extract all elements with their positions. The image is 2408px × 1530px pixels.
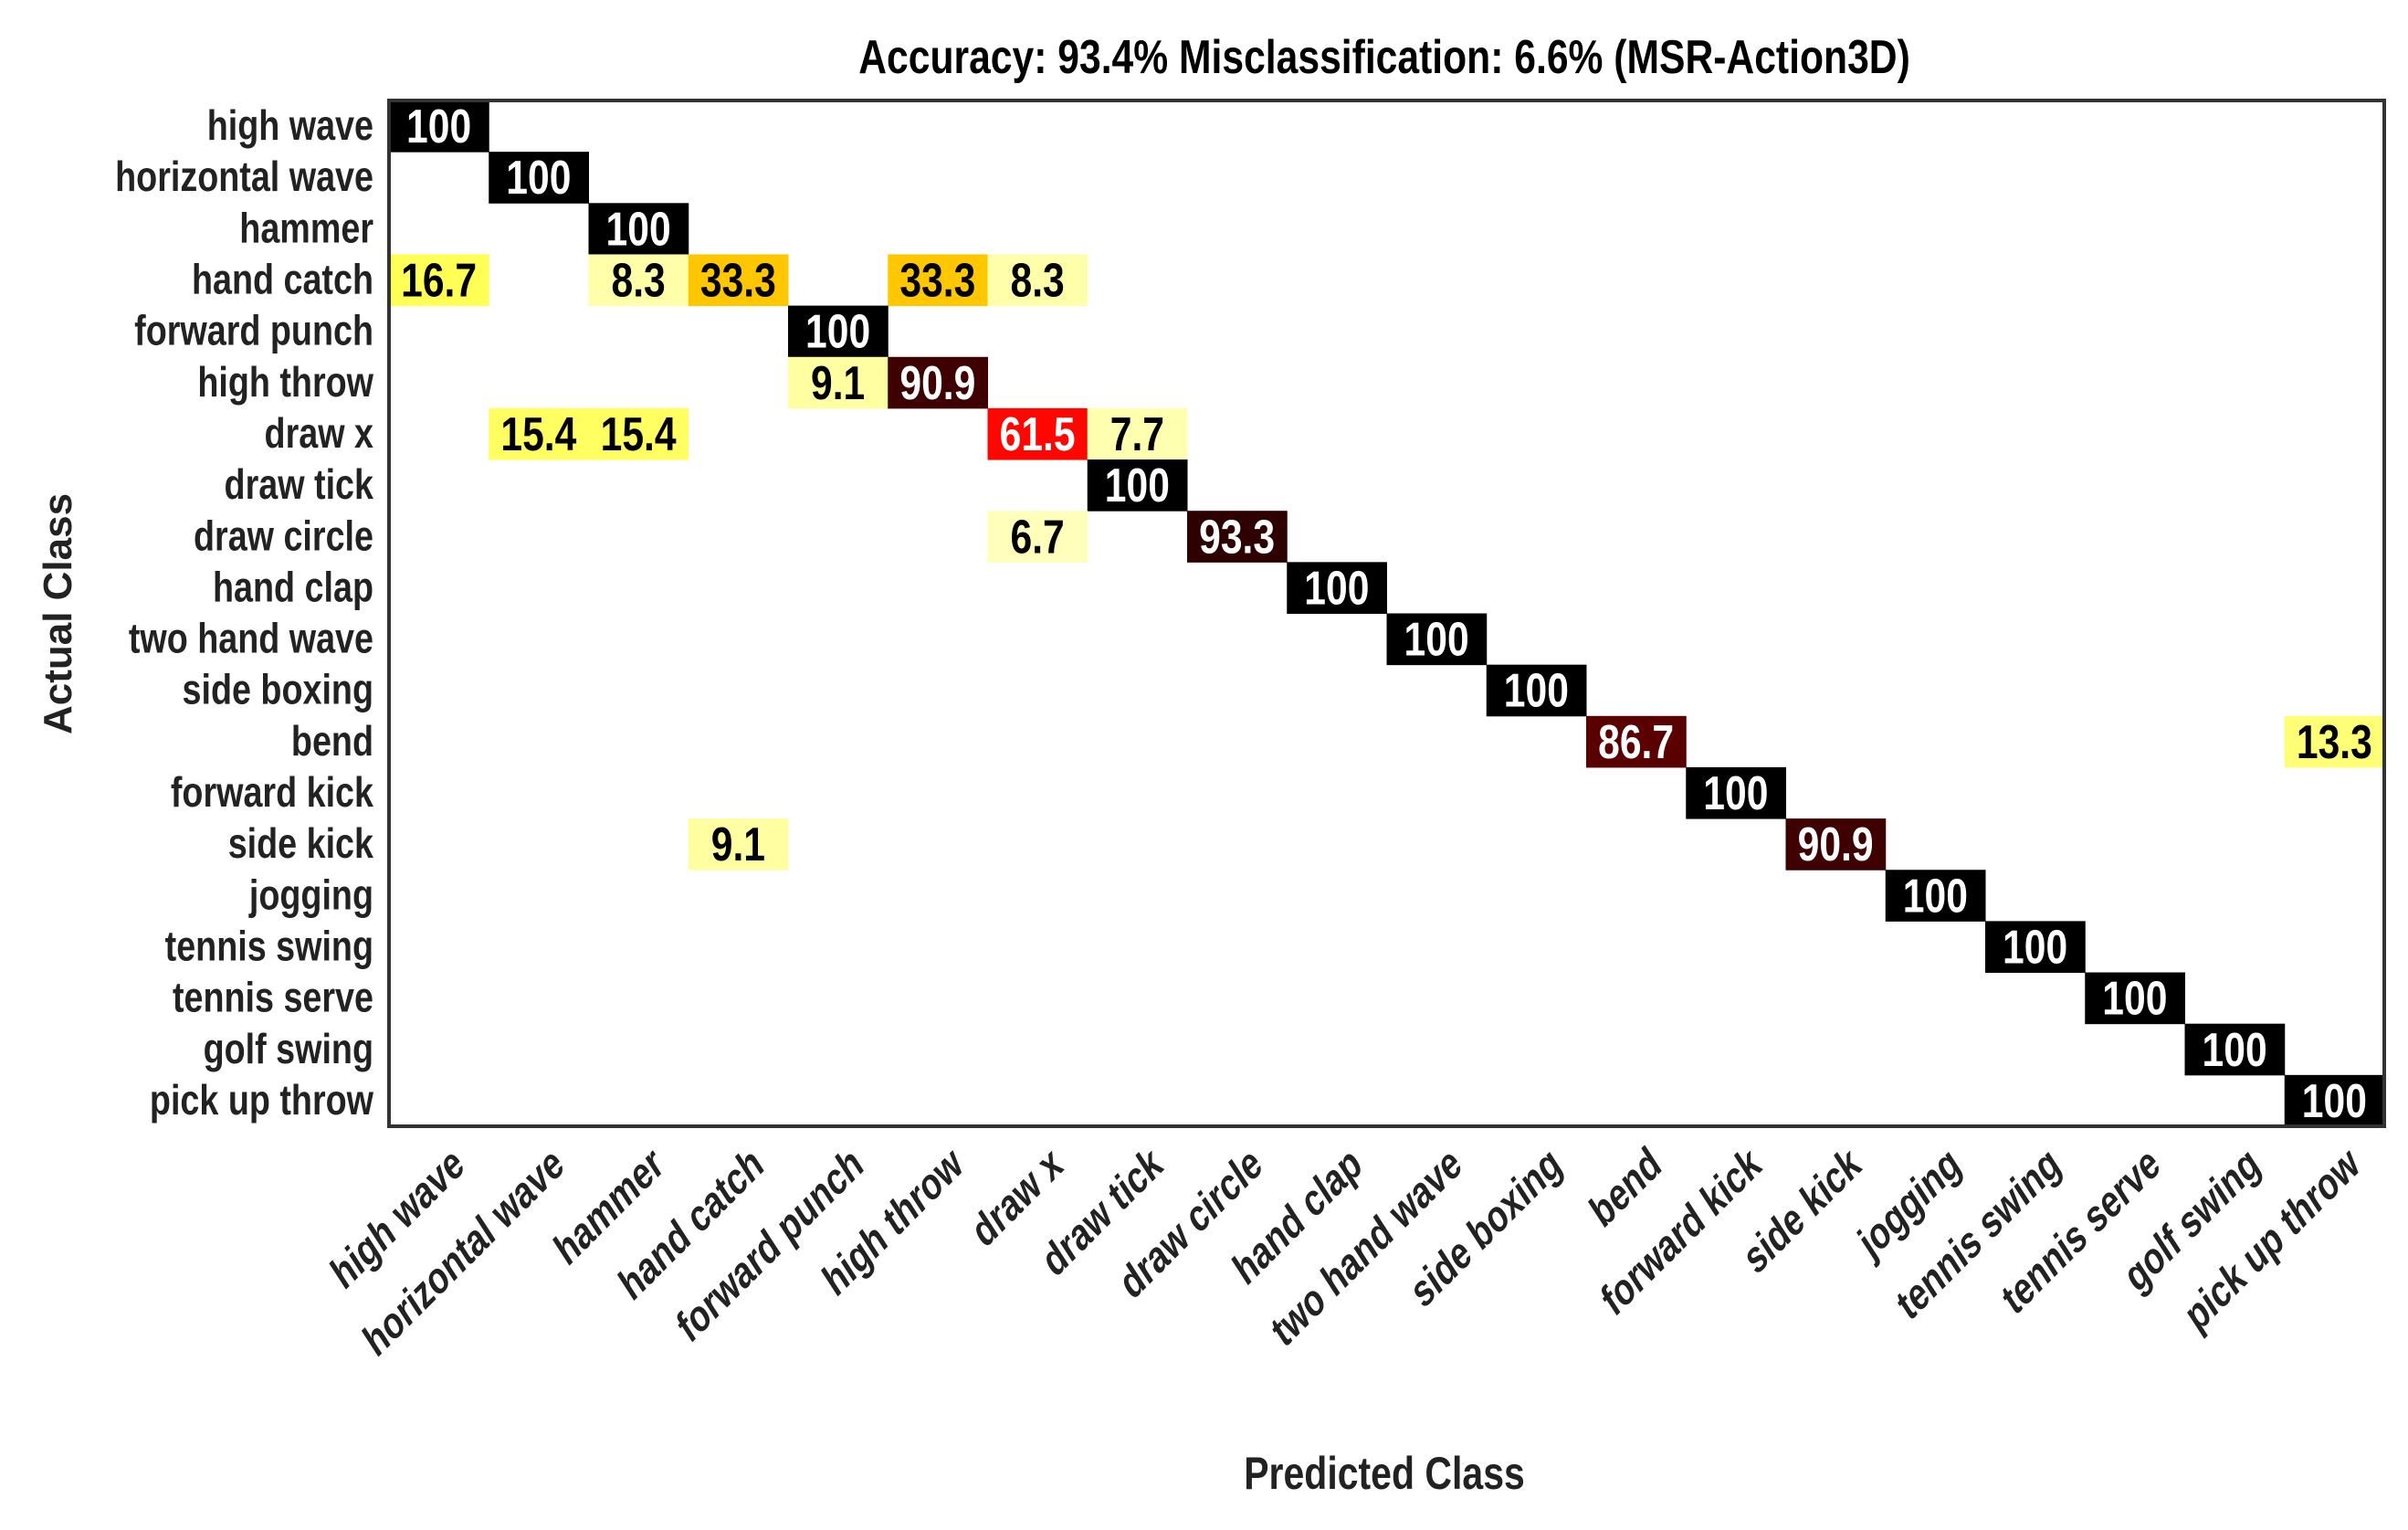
cell-value-label: 15.4: [601, 408, 677, 461]
cell-value-label: 7.7: [1110, 408, 1164, 461]
cell-value-label: 100: [805, 306, 870, 359]
y-tick-label: hand catch: [192, 256, 373, 302]
heatmap-cell: [1486, 664, 1587, 717]
heatmap-cell: [1187, 511, 1288, 563]
cell-value-label: 100: [606, 203, 671, 256]
y-tick-label: pick up throw: [150, 1076, 373, 1123]
cell-value-label: 13.3: [2297, 716, 2372, 769]
cell-value-label: 86.7: [1598, 716, 1674, 769]
y-tick-label: tennis swing: [165, 923, 373, 969]
heatmap-cell: [1087, 459, 1188, 512]
cell-value-label: 15.4: [500, 408, 576, 461]
y-tick-label: side boxing: [183, 666, 373, 712]
cell-value-label: 93.3: [1199, 511, 1275, 564]
cell-value-label: 100: [2003, 922, 2067, 975]
heatmap-cell: [1686, 766, 1786, 819]
cell-value-label: 100: [2203, 1024, 2267, 1077]
cell-value-label: 100: [1703, 767, 1768, 820]
heatmap-cell: [1586, 715, 1687, 768]
heatmap-cell: [987, 407, 1088, 460]
cell-value-label: 8.3: [611, 255, 665, 308]
y-tick-label: jogging: [248, 871, 373, 918]
heatmap-cell: [588, 203, 689, 255]
y-tick-label: forward kick: [171, 768, 374, 815]
y-axis-label: Actual Class: [36, 493, 80, 734]
plot-frame: [387, 99, 2386, 1128]
heatmap-cell: [888, 356, 988, 409]
x-tick-label: bend: [1583, 1137, 1668, 1238]
heatmap-cell: [987, 511, 1088, 563]
y-tick-label: horizontal wave: [115, 153, 373, 200]
cell-value-label: 100: [1903, 870, 1968, 923]
cell-value-label: 90.9: [899, 357, 975, 410]
cell-value-label: 100: [1404, 614, 1469, 667]
heatmap-cell: [2284, 715, 2385, 768]
cell-value-label: 9.1: [711, 818, 765, 871]
cell-value-label: 100: [406, 100, 471, 153]
cell-value-label: 33.3: [899, 255, 975, 308]
cell-value-label: 100: [1105, 459, 1170, 512]
heatmap-cell: [1785, 818, 1887, 871]
heatmap-cell: [2085, 972, 2185, 1025]
y-tick-label: golf swing: [204, 1025, 373, 1071]
y-tick-label: draw circle: [194, 512, 373, 559]
heatmap-cell: [1386, 613, 1488, 666]
heatmap-cell: [888, 254, 988, 307]
heatmap-cell: [1885, 870, 1986, 922]
y-tick-label: hand clap: [213, 564, 373, 610]
y-tick-label: hammer: [239, 205, 373, 251]
heatmap-cell: [2284, 1074, 2385, 1127]
cell-value-label: 100: [2302, 1075, 2367, 1128]
cell-value-label: 90.9: [1798, 818, 1874, 871]
y-tick-label: high wave: [207, 102, 373, 149]
heatmap-cell: [489, 407, 589, 460]
cell-value-label: 16.7: [401, 255, 477, 308]
y-tick-label: forward punch: [134, 307, 373, 353]
heatmap-cell: [788, 305, 889, 358]
y-tick-label: draw tick: [225, 461, 374, 508]
cell-value-label: 6.7: [1010, 511, 1064, 564]
y-tick-label: two hand wave: [129, 615, 373, 661]
y-tick-label: draw x: [265, 409, 374, 456]
cell-value-label: 100: [1504, 665, 1569, 718]
x-tick-label: pick up throw: [2177, 1137, 2367, 1342]
cell-value-label: 100: [2102, 973, 2167, 1026]
x-axis-label: Predicted Class: [1244, 1448, 1525, 1499]
heatmap-cell: [489, 152, 589, 204]
heatmap-cell: [688, 254, 789, 307]
y-tick-label: side kick: [228, 820, 374, 867]
heatmap-cell: [2184, 1023, 2286, 1076]
y-tick-label: high throw: [197, 358, 373, 405]
cell-value-label: 100: [506, 152, 571, 205]
heatmap-cell: [1985, 921, 2086, 974]
heatmap-cell: [1087, 407, 1188, 460]
cell-value-label: 100: [1304, 562, 1369, 615]
heatmap-cell: [688, 818, 789, 871]
cell-value-label: 61.5: [1000, 408, 1076, 461]
heatmap-cell: [389, 254, 489, 307]
heatmap-cell: [1287, 562, 1387, 614]
cell-value-label: 33.3: [700, 255, 776, 308]
heatmap-cell: [987, 254, 1088, 307]
heatmap-cell: [588, 254, 689, 307]
cell-value-label: 9.1: [811, 357, 865, 410]
chart-title: Accuracy: 93.4% Misclassification: 6.6% …: [858, 31, 1910, 84]
y-tick-label: bend: [291, 717, 373, 764]
heatmap-cell: [788, 356, 889, 409]
heatmap-cell: [588, 407, 689, 460]
cell-value-label: 8.3: [1010, 255, 1064, 308]
y-tick-label: tennis serve: [173, 974, 373, 1020]
heatmap-cell: [389, 100, 489, 153]
